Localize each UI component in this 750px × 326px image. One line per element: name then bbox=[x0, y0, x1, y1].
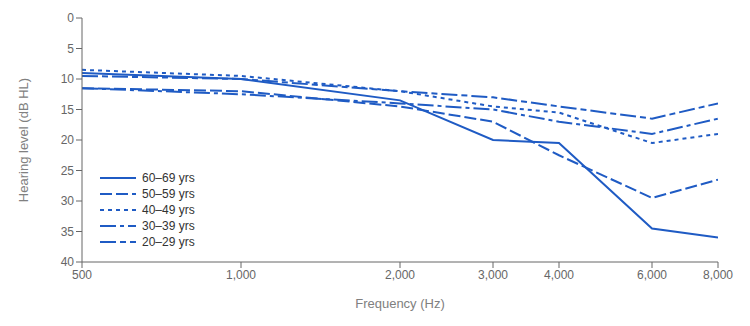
svg-text:10: 10 bbox=[61, 72, 75, 86]
svg-text:4,000: 4,000 bbox=[544, 268, 574, 282]
svg-text:Hearing level (dB HL): Hearing level (dB HL) bbox=[16, 78, 31, 202]
svg-text:0: 0 bbox=[67, 11, 74, 25]
svg-text:40: 40 bbox=[61, 255, 75, 269]
svg-text:15: 15 bbox=[61, 103, 75, 117]
svg-text:Frequency (Hz): Frequency (Hz) bbox=[355, 296, 445, 311]
svg-text:25: 25 bbox=[61, 164, 75, 178]
svg-text:2,000: 2,000 bbox=[385, 268, 415, 282]
svg-text:30: 30 bbox=[61, 194, 75, 208]
svg-text:5: 5 bbox=[67, 42, 74, 56]
html-text:40–49 yrs: 40–49 yrs bbox=[142, 203, 195, 217]
svg-text:3,000: 3,000 bbox=[478, 268, 508, 282]
svg-text:8,000: 8,000 bbox=[703, 268, 733, 282]
html-text:50–59 yrs: 50–59 yrs bbox=[142, 187, 195, 201]
html-text:20–29 yrs: 20–29 yrs bbox=[142, 235, 195, 249]
svg-text:35: 35 bbox=[61, 225, 75, 239]
html-text:30–39 yrs: 30–39 yrs bbox=[142, 219, 195, 233]
svg-text:6,000: 6,000 bbox=[637, 268, 667, 282]
svg-text:500: 500 bbox=[72, 268, 92, 282]
svg-text:20: 20 bbox=[61, 133, 75, 147]
svg-text:1,000: 1,000 bbox=[226, 268, 256, 282]
html-text:60–69 yrs: 60–69 yrs bbox=[142, 171, 195, 185]
